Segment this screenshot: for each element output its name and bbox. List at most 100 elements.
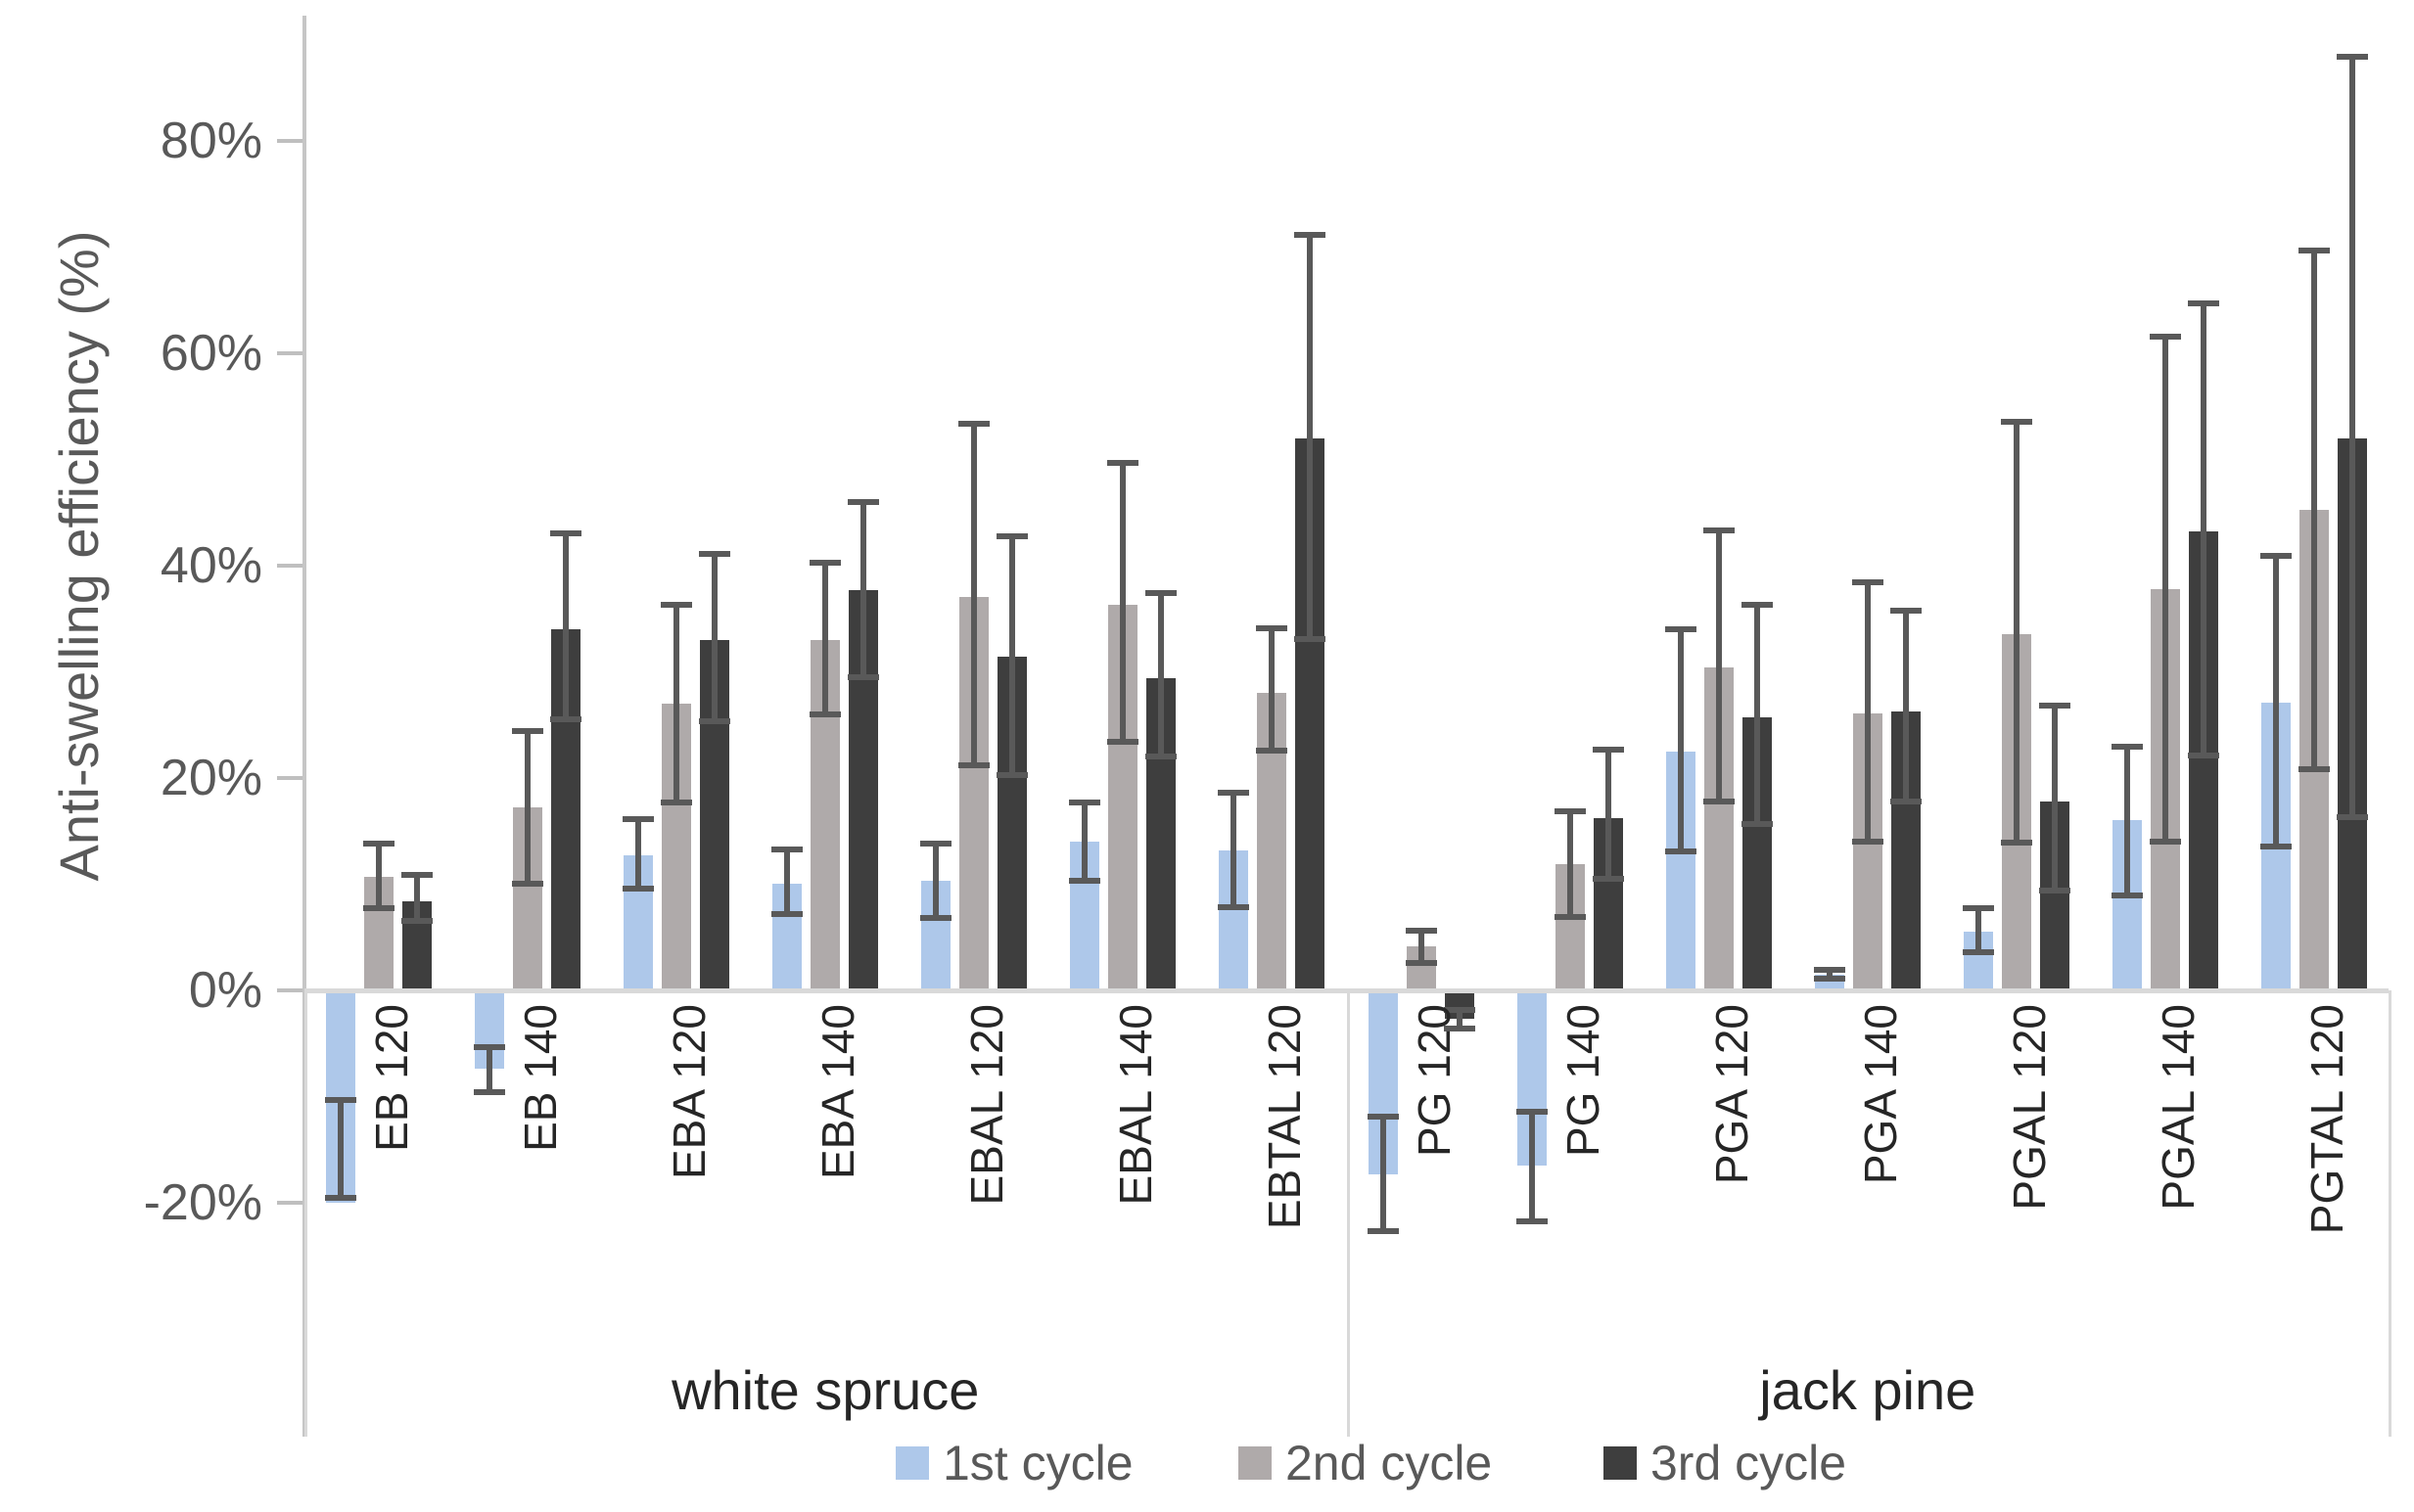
error-bar-cap-bottom	[958, 761, 991, 768]
error-bar-cap-bottom	[920, 915, 952, 922]
error-bar-cap-top	[1256, 624, 1288, 631]
error-bar-cap-top	[1069, 799, 1101, 805]
error-bar-cap-bottom	[1741, 820, 1773, 827]
error-bar	[525, 731, 532, 885]
error-bar-cap-top	[1294, 232, 1326, 239]
error-bar	[784, 848, 791, 914]
error-bar-cap-top	[550, 530, 582, 537]
error-bar-cap-top	[1592, 746, 1624, 753]
category-label: EB 140	[515, 1004, 567, 1152]
error-bar-cap-bottom	[1702, 798, 1735, 804]
error-bar	[1528, 1111, 1535, 1221]
error-bar	[971, 424, 978, 765]
error-bar	[1715, 529, 1722, 802]
error-bar	[2051, 706, 2058, 891]
error-bar-cap-top	[1554, 807, 1586, 814]
error-bar	[1230, 793, 1237, 908]
section-divider	[1346, 990, 1350, 1437]
error-bar	[1158, 593, 1165, 757]
error-bar-cap-top	[2259, 553, 2292, 560]
error-bar-cap-top	[1367, 1114, 1399, 1121]
error-bar-cap-top	[1405, 928, 1437, 935]
error-bar-cap-bottom	[810, 710, 842, 717]
error-bar-cap-bottom	[1554, 914, 1586, 921]
error-bar-cap-bottom	[512, 881, 544, 888]
legend-label: 3rd cycle	[1650, 1436, 1847, 1490]
error-bar	[1604, 749, 1611, 879]
error-bar-cap-top	[2187, 299, 2219, 306]
error-bar-cap-top	[1851, 579, 1883, 586]
error-bar	[1456, 1009, 1462, 1030]
error-bar-cap-top	[2000, 419, 2032, 426]
error-bar-cap-bottom	[1962, 948, 1994, 955]
error-bar-cap-top	[1813, 967, 1845, 974]
error-bar	[1974, 908, 1981, 952]
error-bar-cap-bottom	[699, 718, 731, 725]
y-axis-tick-mark	[277, 138, 304, 143]
section-label: white spruce	[672, 1359, 980, 1421]
error-bar	[338, 1099, 345, 1198]
category-label: EBAL 120	[961, 1004, 1013, 1206]
y-axis-tick-mark	[277, 988, 304, 992]
error-bar-cap-bottom	[2149, 839, 2181, 846]
legend-label: 1st cycle	[943, 1436, 1134, 1490]
error-bar	[2310, 251, 2317, 770]
error-bar-cap-top	[1664, 625, 1696, 632]
error-bar-cap-bottom	[1367, 1228, 1399, 1235]
y-axis-tick-label: 60%	[160, 324, 262, 382]
legend-item: 2nd cycle	[1238, 1439, 1492, 1488]
error-bar-cap-top	[325, 1096, 357, 1103]
error-bar-cap-bottom	[1218, 904, 1250, 911]
error-bar-cap-top	[401, 871, 434, 878]
error-bar	[563, 533, 570, 720]
error-bar-cap-top	[1962, 905, 1994, 912]
error-bar-cap-bottom	[1069, 878, 1101, 885]
error-bar-cap-top	[810, 559, 842, 566]
error-bar-cap-bottom	[623, 885, 655, 892]
error-bar-cap-top	[623, 816, 655, 823]
category-label: PG 140	[1556, 1004, 1608, 1157]
y-axis-tick-mark	[277, 775, 304, 780]
error-bar	[1417, 931, 1424, 963]
category-label: PG 120	[1408, 1004, 1460, 1157]
error-bar-cap-top	[2298, 248, 2330, 254]
error-bar	[1677, 628, 1684, 851]
error-bar-cap-bottom	[1107, 738, 1139, 745]
error-bar	[1902, 611, 1909, 802]
error-bar-cap-top	[958, 421, 991, 428]
error-bar-cap-top	[1515, 1108, 1548, 1115]
error-bar-cap-top	[1702, 527, 1735, 533]
legend-swatch-2nd-cycle	[1238, 1446, 1272, 1480]
error-bar-cap-bottom	[1256, 747, 1288, 754]
y-axis-tick-label: 0%	[188, 962, 262, 1019]
error-bar	[1864, 582, 1871, 843]
error-bar-cap-bottom	[771, 910, 804, 917]
error-bar-cap-bottom	[848, 673, 880, 680]
error-bar-cap-bottom	[661, 799, 693, 805]
plot-right-border	[2389, 990, 2391, 1437]
error-bar	[822, 562, 829, 714]
error-bar	[2200, 302, 2206, 756]
error-bar	[712, 553, 719, 722]
error-bar-cap-top	[1218, 790, 1250, 797]
error-bar-cap-bottom	[2298, 766, 2330, 773]
error-bar-cap-top	[1107, 459, 1139, 466]
error-bar-cap-bottom	[325, 1194, 357, 1201]
error-bar	[2013, 422, 2019, 844]
error-bar-cap-bottom	[1592, 876, 1624, 883]
category-label: PGA 120	[1705, 1004, 1757, 1185]
error-bar	[1379, 1117, 1386, 1232]
error-bar-cap-bottom	[1889, 798, 1922, 804]
error-bar	[1826, 970, 1833, 980]
error-bar	[2123, 747, 2130, 896]
y-axis-tick-label: 20%	[160, 749, 262, 806]
section-divider	[304, 990, 307, 1437]
error-bar-cap-top	[363, 841, 395, 848]
error-bar-cap-bottom	[997, 771, 1029, 778]
error-bar-cap-top	[2038, 703, 2070, 710]
error-bar	[2348, 56, 2355, 818]
error-bar	[2272, 556, 2279, 848]
error-bar	[376, 844, 383, 909]
error-bar-cap-top	[2111, 744, 2143, 751]
